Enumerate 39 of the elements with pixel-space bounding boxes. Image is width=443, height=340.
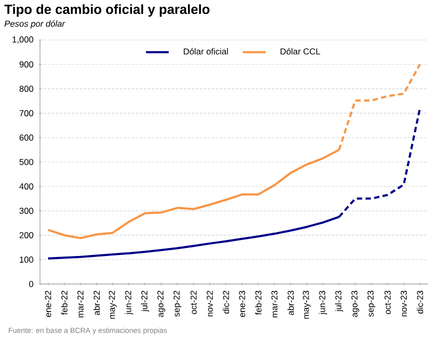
y-tick-label: 900 [20,61,34,68]
y-tick-label: 0 [29,280,34,288]
x-tick-label: dic-23 [416,290,424,314]
x-tick-label: jul-22 [141,290,150,312]
x-tick-label: dic-22 [222,290,230,314]
legend-label: Dólar CCL [280,48,320,55]
y-tick-label: 100 [20,256,34,263]
x-tick-label: oct-22 [190,290,197,314]
x-tick-label: mar-22 [77,290,84,318]
y-tick-label: 500 [20,158,34,166]
x-tick-label: ago-22 [157,290,166,317]
chart-title: Tipo de cambio oficial y paralelo [4,4,210,17]
y-tick-label: 600 [20,134,34,141]
y-tick-label: 1,000 [12,36,34,44]
x-tick-label: abr-22 [93,290,100,316]
legend-label: Dólar oficial [184,48,228,55]
x-tick-label: ene-22 [45,290,52,317]
x-tick-label: nov-22 [206,290,213,316]
x-tick-label: nov-23 [400,290,407,316]
chart-subtitle: Pesos por dólar [4,20,66,28]
y-tick-label: 400 [19,183,34,190]
y-tick-label: 300 [20,208,34,214]
x-tick-label: may-22 [108,290,117,319]
x-tick-label: ago-23 [351,290,360,317]
y-tick-label: 800 [20,86,34,92]
y-tick-label: 700 [20,110,34,116]
x-tick-label: may-23 [302,290,311,319]
x-tick-label: feb-22 [61,290,68,315]
x-tick-label: jun-22 [124,290,133,315]
x-tick-label: ene-23 [239,290,246,317]
x-tick-label: sep-22 [174,290,182,317]
x-tick-label: jul-23 [335,290,344,312]
x-tick-label: mar-23 [271,290,278,318]
x-tick-label: sep-23 [368,290,376,317]
x-tick-label: abr-23 [287,290,294,316]
x-tick-label: oct-23 [384,290,391,314]
y-tick-label: 200 [20,232,34,238]
x-tick-label: jun-23 [318,290,327,315]
x-tick-label: feb-23 [255,290,262,315]
